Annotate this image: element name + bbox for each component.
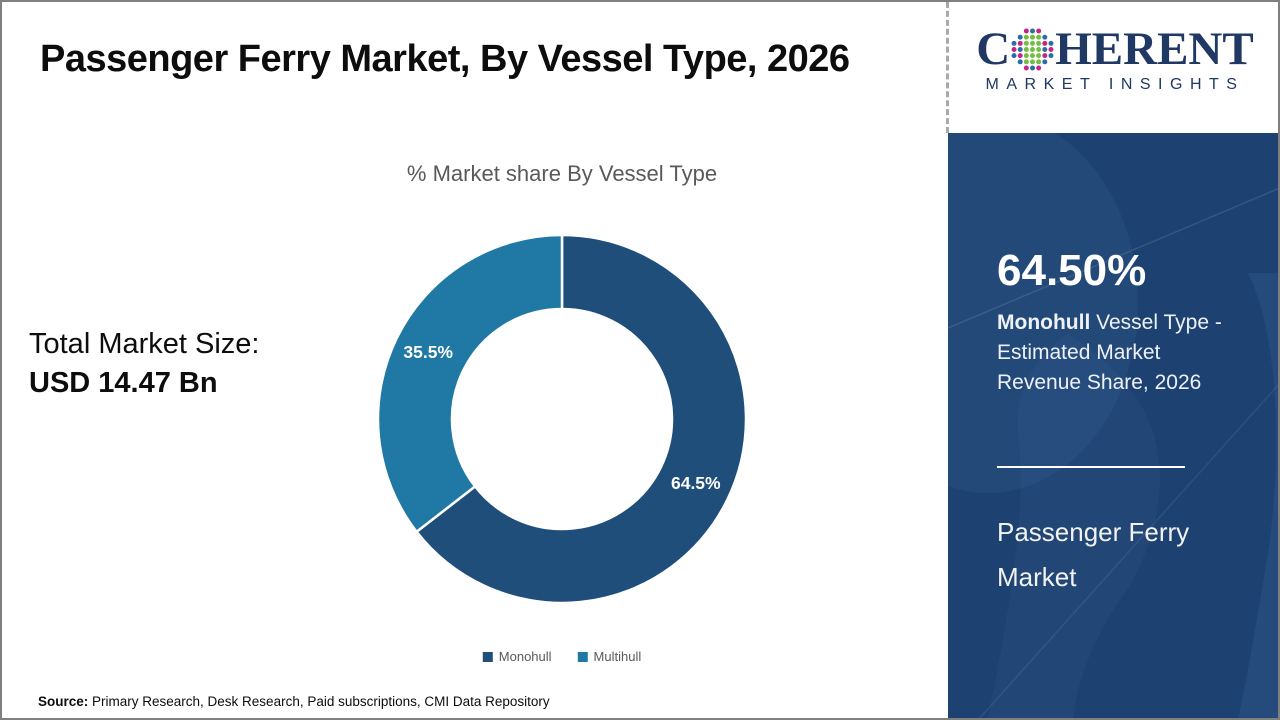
globe-dot: [1011, 40, 1017, 46]
globe-dot: [1048, 40, 1054, 46]
globe-dot: [1036, 28, 1042, 34]
globe-dot: [1036, 53, 1042, 59]
total-market-size-label: Total Market Size:: [29, 328, 260, 360]
globe-dot: [1017, 40, 1023, 46]
source-text: Primary Research, Desk Research, Paid su…: [88, 694, 550, 709]
chart-legend: Monohull Multihull: [482, 649, 642, 664]
dashed-divider: [946, 2, 949, 133]
globe-dot: [1036, 47, 1042, 52]
globe-dot: [1011, 47, 1017, 52]
globe-dot: [1042, 59, 1048, 65]
legend-label-multihull: Multihull: [593, 649, 642, 664]
globe-dot: [1036, 40, 1042, 46]
legend-swatch-monohull: [482, 651, 493, 662]
world-map-texture: [948, 133, 1278, 718]
globe-dot: [1017, 47, 1023, 52]
sidebar-share-value: 64.50%: [997, 246, 1147, 295]
logo-wordmark: C HERENT: [964, 26, 1266, 73]
globe-dot: [1036, 59, 1042, 65]
logo-letters-herent: HERENT: [1055, 23, 1254, 75]
globe-dot: [1042, 40, 1048, 46]
globe-dot: [1024, 47, 1030, 52]
slice-label-multihull: 35.5%: [403, 342, 453, 362]
globe-dot: [1017, 34, 1023, 40]
globe-dot: [1030, 34, 1036, 40]
globe-dot: [1048, 47, 1054, 52]
globe-dot: [1024, 65, 1030, 71]
globe-dot: [1042, 47, 1048, 52]
globe-dot: [1042, 34, 1048, 40]
sidebar-desc-bold: Monohull: [997, 311, 1091, 335]
source-line: Source: Primary Research, Desk Research,…: [38, 694, 550, 709]
globe-dot: [1024, 53, 1030, 59]
logo-letter-c: C: [976, 23, 1011, 75]
globe-dot: [1036, 34, 1042, 40]
source-label: Source:: [38, 694, 89, 709]
sidebar-market-name: Passenger Ferry Market: [997, 517, 1190, 593]
globe-dot: [1048, 53, 1054, 59]
coherent-logo: C HERENT MARKET INSIGHTS: [964, 26, 1266, 94]
donut-slice-multihull: [376, 233, 564, 534]
globe-dot: [1024, 40, 1030, 46]
donut-slice-monohull: [414, 233, 748, 605]
globe-dot: [1024, 59, 1030, 65]
globe-dot: [1036, 65, 1042, 71]
total-market-size: Total Market Size: USD 14.47 Bn: [29, 325, 259, 403]
globe-dot: [1024, 28, 1030, 34]
donut-svg: 64.5% 35.5%: [376, 233, 748, 605]
chart-subtitle: % Market share By Vessel Type: [406, 161, 718, 186]
globe-dot: [1030, 53, 1036, 59]
sidebar-share-description: Monohull Vessel Type - Estimated Market …: [997, 308, 1225, 398]
globe-dot: [1024, 34, 1030, 40]
page-title: Passenger Ferry Market, By Vessel Type, …: [40, 38, 850, 80]
total-market-size-value: USD 14.47 Bn: [29, 367, 218, 399]
logo-subtitle: MARKET INSIGHTS: [985, 76, 1245, 93]
globe-dot: [1017, 53, 1023, 59]
globe-dot: [1011, 53, 1017, 59]
legend-swatch-multihull: [577, 651, 588, 662]
logo-globe-icon: [1011, 28, 1054, 71]
globe-dot: [1042, 53, 1048, 59]
slice-label-monohull: 64.5%: [671, 473, 721, 493]
globe-dot: [1030, 59, 1036, 65]
legend-item-multihull: Multihull: [577, 649, 642, 664]
legend-label-monohull: Monohull: [498, 649, 552, 664]
legend-item-monohull: Monohull: [482, 649, 552, 664]
sidebar-content: 64.50% Monohull Vessel Type - Estimated …: [948, 133, 1278, 600]
globe-dot: [1030, 65, 1036, 71]
sidebar-desc-rest: Vessel Type - Estimated Market Revenue S…: [997, 311, 1222, 395]
donut-chart: 64.5% 35.5%: [376, 233, 748, 605]
globe-dot: [1030, 40, 1036, 46]
globe-dot: [1030, 28, 1036, 34]
sidebar-divider-line: [997, 466, 1185, 469]
highlight-sidebar: 64.50% Monohull Vessel Type - Estimated …: [948, 133, 1278, 718]
globe-dot: [1030, 47, 1036, 52]
globe-dot: [1017, 59, 1023, 65]
